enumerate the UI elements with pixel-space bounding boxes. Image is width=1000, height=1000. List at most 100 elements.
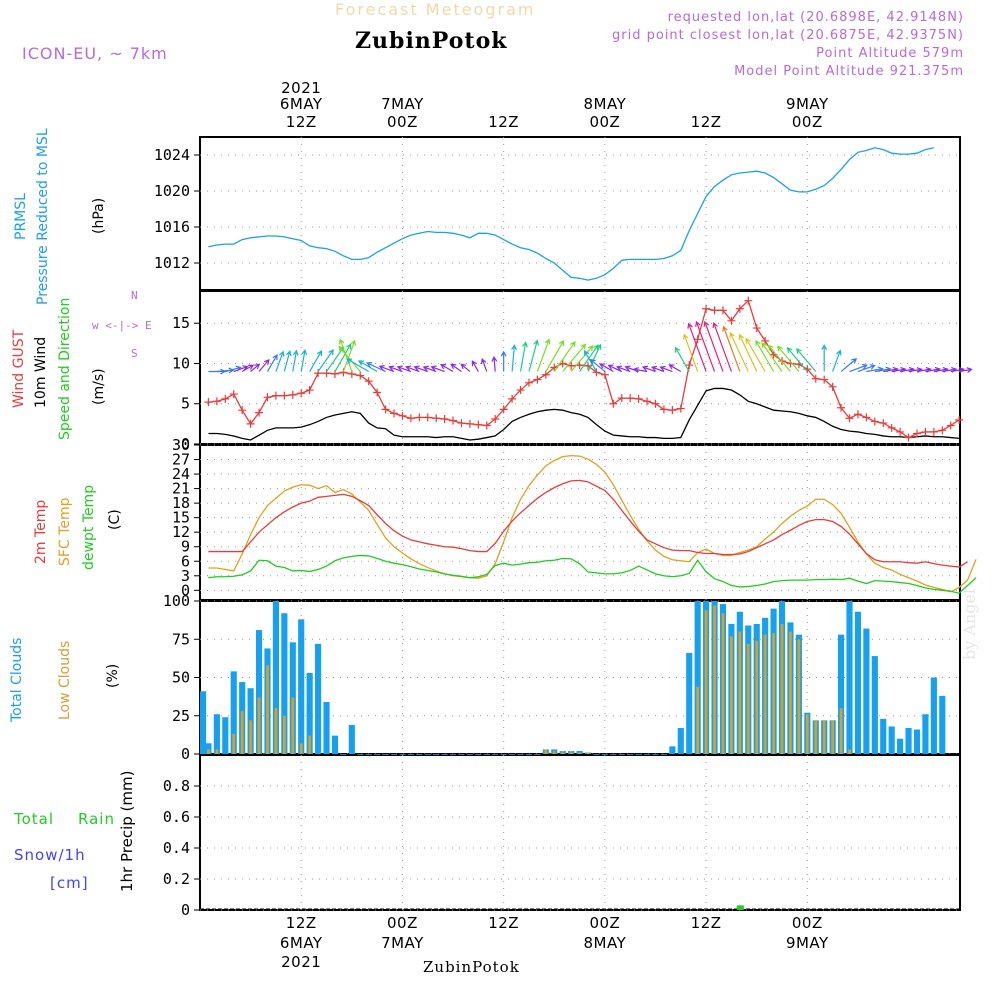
gust-point	[271, 391, 280, 400]
wind-arrow	[687, 322, 707, 372]
temperature-ytick-label: 9	[181, 538, 190, 556]
gust-point	[955, 415, 964, 424]
wind-arrow	[786, 347, 808, 372]
footer-station-name: ZubinPotok	[423, 958, 520, 976]
wind-arrow	[334, 343, 352, 372]
gust-point	[533, 375, 542, 384]
wind-ytick-label: 15	[172, 314, 190, 332]
low-cloud-bar	[789, 631, 792, 754]
wind-arrow	[755, 339, 775, 372]
bottom-time-label: 12Z	[691, 914, 722, 932]
low-cloud-bar	[569, 750, 573, 754]
low-cloud-bar	[839, 708, 843, 754]
wind-arrow	[796, 348, 817, 372]
gust-point	[702, 304, 711, 313]
wind-ytick-label: 10	[172, 354, 190, 372]
gust-point	[406, 414, 415, 423]
gust-point	[643, 397, 652, 406]
total-cloud-bar	[846, 601, 853, 754]
clouds-ytick-label: 100	[163, 592, 190, 610]
wind-arrow	[491, 355, 498, 372]
low-cloud-bar	[780, 623, 784, 754]
total-cloud-bar	[458, 754, 465, 755]
low-cloud-bar	[232, 734, 236, 754]
total-cloud-bar	[374, 754, 381, 755]
low-cloud-bar	[282, 715, 286, 754]
temperature-ytick-label: 6	[181, 552, 190, 570]
wind-arrow	[460, 363, 471, 372]
wind-arrow	[761, 342, 783, 372]
gust-point	[929, 427, 938, 436]
clouds-frame	[199, 600, 961, 755]
gust-point	[356, 371, 365, 380]
wind-arrow	[292, 349, 299, 372]
gust-point	[685, 361, 694, 370]
gust-point	[491, 415, 500, 424]
gust-point	[474, 420, 483, 429]
gust-point	[600, 370, 609, 379]
rain-label: Rain	[78, 810, 115, 828]
total-cloud-bar	[315, 643, 322, 754]
gust-point	[735, 304, 744, 313]
gust-point	[524, 378, 533, 387]
gust-point	[212, 397, 221, 406]
low-cloud-bar	[763, 634, 767, 754]
low-cloud-bar	[721, 613, 725, 754]
gust-point	[862, 413, 871, 422]
total-cloud-bar	[694, 601, 701, 754]
gust-point	[946, 421, 955, 430]
total-cloud-bar	[323, 701, 330, 754]
temperature-ytick-label: 27	[172, 451, 190, 469]
wind-arrow	[553, 341, 576, 372]
wind-arrow	[674, 346, 690, 372]
top-time-label: 2021	[281, 79, 321, 97]
low-cloud-bar	[822, 720, 826, 754]
total-cloud-bar	[652, 754, 659, 755]
top-time-label: 00Z	[589, 113, 620, 131]
gust-point	[508, 394, 517, 403]
wind-arrow	[821, 344, 828, 372]
closest-coords: grid point closest lon,lat (20.6875E, 42…	[612, 28, 964, 43]
wind-arrow	[413, 365, 428, 373]
low-cloud-bar	[738, 631, 742, 754]
low-cloud-bar	[578, 752, 581, 754]
precipitation-ytick-label: 0.2	[163, 870, 190, 888]
gust-point	[659, 405, 668, 414]
wind-arrow	[599, 363, 614, 373]
wind-arrow	[562, 343, 587, 372]
wind-ytick-label: 0	[181, 435, 190, 453]
wind-arrow	[378, 364, 395, 373]
wind-arrow	[275, 350, 285, 372]
top-time-label: 9MAY	[786, 95, 829, 113]
total-cloud-bar	[492, 754, 499, 755]
snow-label: Snow/1h	[14, 846, 86, 864]
precipitation-ytick-label: 0.4	[163, 839, 190, 857]
gust-point	[499, 405, 508, 414]
compass-s: S	[131, 347, 138, 360]
pressure-frame	[199, 136, 961, 291]
gust-point	[516, 386, 525, 395]
total-cloud-bar	[272, 601, 279, 754]
gust-point	[381, 405, 390, 414]
wind-arrow	[233, 365, 249, 373]
wind-arrow	[659, 365, 673, 373]
bottom-time-label: 2021	[281, 953, 321, 971]
gust-point	[567, 361, 576, 370]
low-cloud-bar	[755, 640, 759, 754]
low-cloud-bar	[291, 697, 295, 754]
model-altitude: Model Point Altitude 921.375m	[734, 64, 964, 79]
total-cloud-bar	[627, 754, 634, 755]
low-cloud-bar	[814, 720, 818, 754]
gust-point	[364, 377, 373, 386]
low-cloud-bar	[797, 639, 801, 754]
top-time-label: 00Z	[792, 113, 823, 131]
gust-point	[322, 369, 331, 378]
bottom-time-label: 8MAY	[584, 934, 627, 952]
gust-point	[761, 336, 770, 345]
gust-point	[853, 410, 862, 419]
point-altitude: Point Altitude 579m	[816, 46, 964, 61]
wind-arrow	[712, 321, 732, 372]
gust-point	[482, 421, 491, 430]
gust-point	[626, 394, 635, 403]
gust-point	[238, 406, 247, 415]
